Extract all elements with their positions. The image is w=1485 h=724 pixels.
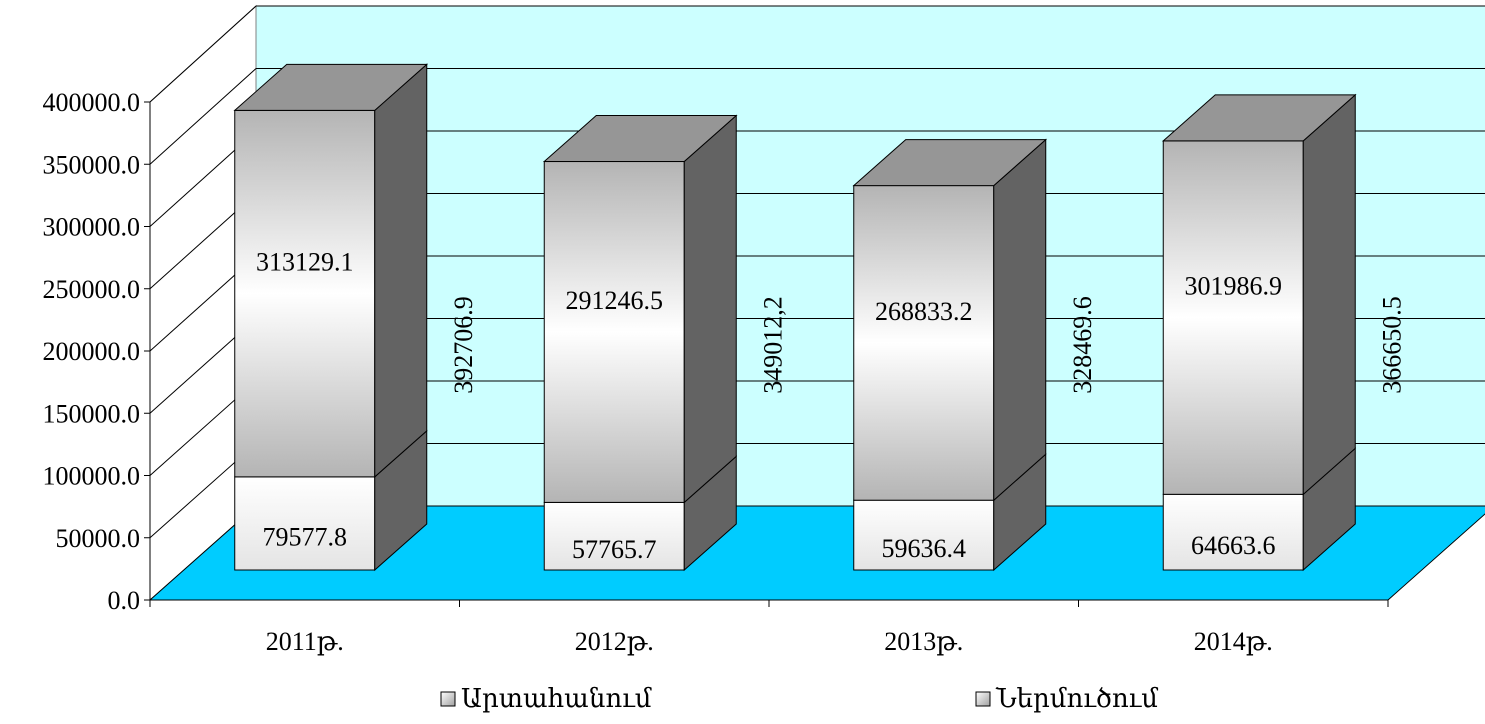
data-label-total: 349012,2: [758, 296, 787, 394]
data-label-export: 268833.2: [875, 297, 973, 326]
bar-top: [542, 115, 738, 163]
data-label-total: 392706.9: [449, 296, 478, 394]
y-tick-label: 50000.0: [56, 524, 141, 553]
legend-swatch: [975, 691, 991, 707]
data-label-import: 79577.8: [263, 522, 348, 551]
bar-export: [1162, 140, 1304, 495]
data-label-export: 313129.1: [256, 248, 354, 277]
gridline-side: [149, 5, 257, 103]
legend-label: Ներմուծում: [995, 684, 1158, 713]
data-label-total: 366650.5: [1377, 296, 1406, 394]
bar-export-side: [374, 63, 428, 478]
legend-swatch: [440, 691, 456, 707]
y-tick-label: 400000.0: [43, 88, 141, 117]
bar-top: [1161, 94, 1357, 142]
bar-export-side: [993, 138, 1047, 502]
bar-import: [234, 476, 376, 571]
data-label-total: 328469.6: [1068, 296, 1097, 394]
data-labels: 79577.8 313129.1 392706.9 57765.7 291246.5 34…: [256, 248, 1406, 565]
bar-export: [234, 109, 376, 478]
data-label-import: 64663.6: [1191, 531, 1276, 560]
bar-export-side: [683, 114, 737, 504]
y-tick-label: 150000.0: [43, 399, 141, 428]
axes: 0.0 50000.0 100000.0 150000.0 200000.0 250000…: [43, 88, 1389, 656]
x-tick-label: 2011թ.: [266, 627, 344, 656]
y-tick-label: 100000.0: [43, 462, 141, 491]
data-label-export: 291246.5: [566, 286, 664, 315]
bars: [233, 63, 1357, 572]
y-tick-label: 250000.0: [43, 275, 141, 304]
y-tick-label: 300000.0: [43, 213, 141, 242]
bar-export: [543, 161, 685, 503]
bar-top: [233, 63, 429, 111]
y-tick-label: 350000.0: [43, 150, 141, 179]
data-label-import: 57765.7: [572, 535, 657, 564]
x-tick-label: 2013թ.: [884, 627, 963, 656]
bar-export-side: [1302, 93, 1356, 496]
bar-import: [1162, 493, 1304, 571]
y-tick-label: 0.0: [108, 586, 141, 615]
data-label-import: 59636.4: [882, 534, 967, 563]
bar-export: [853, 185, 995, 501]
legend-label: Արտահանում: [461, 684, 652, 713]
x-tick-label: 2014թ.: [1194, 627, 1273, 656]
y-tick-label: 200000.0: [43, 337, 141, 366]
bar-import: [853, 499, 995, 571]
x-tick-label: 2012թ.: [575, 627, 654, 656]
bar-import: [543, 501, 685, 571]
data-label-export: 301986.9: [1185, 272, 1283, 301]
legend: Արտահանում Ներմուծում: [440, 684, 1158, 713]
bar-top: [852, 139, 1048, 187]
gridline-side: [149, 68, 257, 165]
